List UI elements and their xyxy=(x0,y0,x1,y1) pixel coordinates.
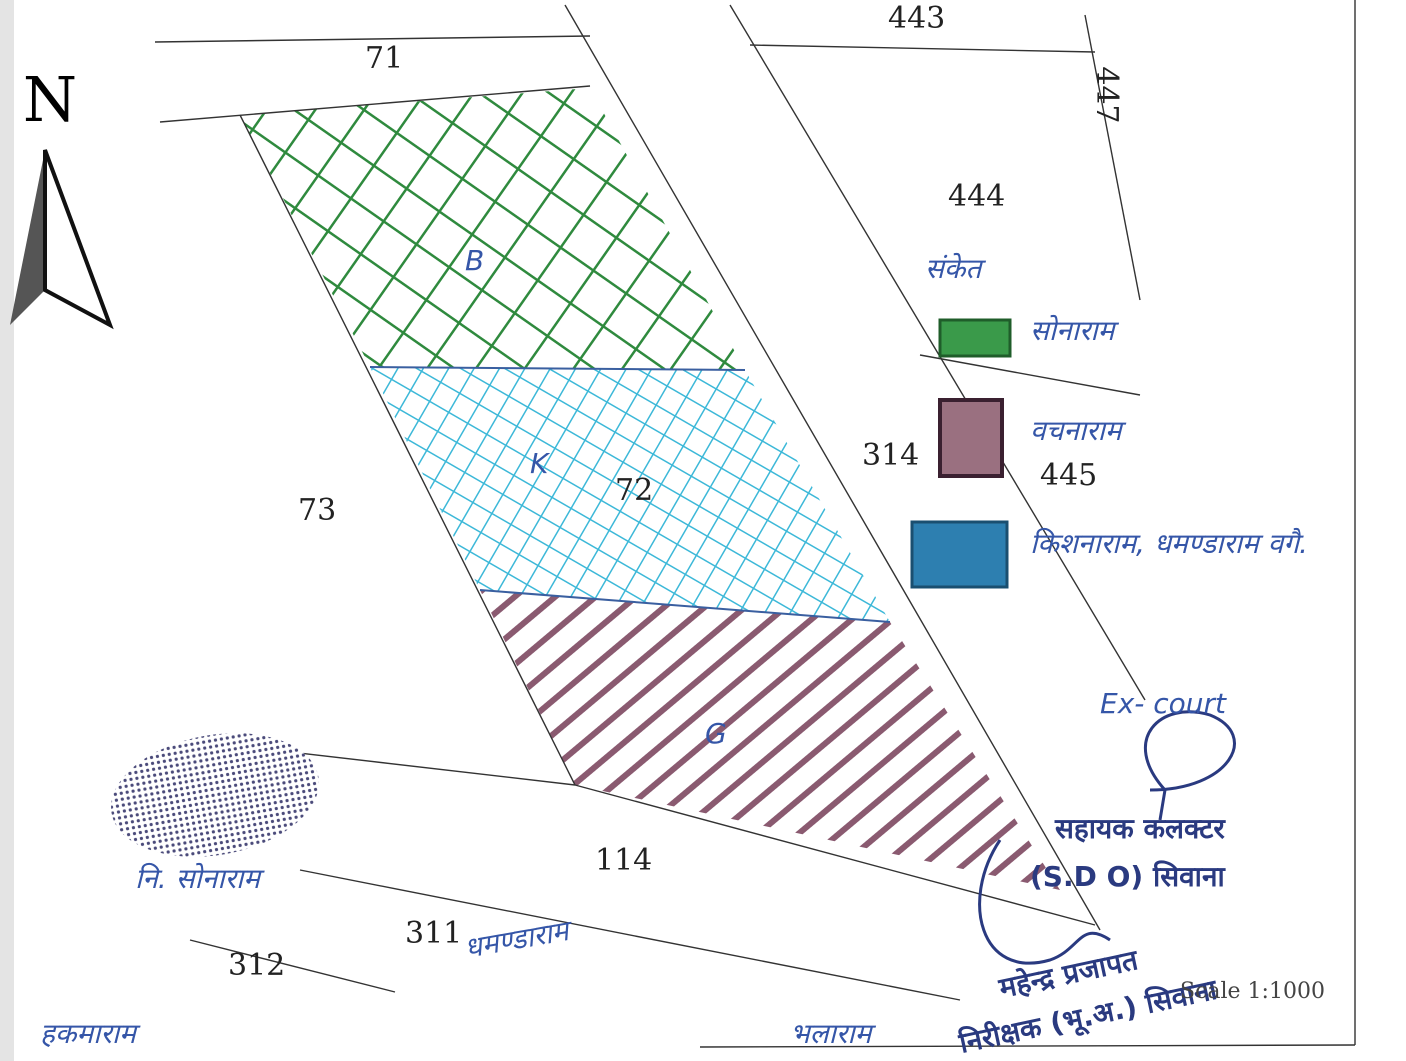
parcel-label: 445 xyxy=(1040,458,1097,493)
owner-label: भलाराम xyxy=(790,1017,877,1050)
stamp-line: सहायक कलक्टर xyxy=(1054,812,1226,845)
legend-title: संकेत xyxy=(925,252,986,285)
parcel-label: 114 xyxy=(595,843,652,878)
region-label: B xyxy=(465,244,484,277)
region-label: K xyxy=(530,447,551,480)
stamp-line: (S.D O) सिवाना xyxy=(1030,860,1226,893)
legend-item: वचनाराम xyxy=(1030,414,1127,447)
parcel-label: 72 xyxy=(615,473,653,508)
parcel-label: 312 xyxy=(228,948,285,983)
stamp-note: Ex- court xyxy=(1100,687,1227,720)
signature xyxy=(978,710,1236,965)
owner-label: हकमाराम xyxy=(40,1017,141,1050)
parcel-label: 73 xyxy=(298,493,336,528)
arrow-light xyxy=(43,149,114,330)
legend-swatch-b xyxy=(938,318,1012,358)
parcel-label: 444 xyxy=(948,179,1005,214)
legend-item: सोनाराम xyxy=(1030,314,1120,347)
region-label: G xyxy=(705,717,727,750)
scan-edge xyxy=(0,0,14,1061)
parcel-label: 314 xyxy=(862,438,919,473)
legend-swatch-k xyxy=(910,520,1009,589)
north-arrow: N xyxy=(10,63,114,330)
legend-swatch-g xyxy=(938,398,1004,478)
boundaries xyxy=(154,0,1356,1048)
parcel-label: 447 xyxy=(1089,66,1124,123)
parcel-label: 311 xyxy=(405,916,462,951)
parcel-label: 443 xyxy=(888,1,945,36)
owner-label: नि. सोनाराम xyxy=(135,862,265,895)
legend-item: किशनाराम, धमण्डाराम वगै. xyxy=(1030,527,1308,560)
region-b xyxy=(240,88,745,370)
thumbprint xyxy=(111,733,319,857)
region-g xyxy=(480,590,1060,890)
north-label: N xyxy=(23,63,77,136)
parcel-label: 71 xyxy=(365,41,403,76)
arrow-dark xyxy=(10,150,45,325)
scale-label: Scale 1:1000 xyxy=(1180,979,1325,1004)
region-k xyxy=(370,367,890,622)
